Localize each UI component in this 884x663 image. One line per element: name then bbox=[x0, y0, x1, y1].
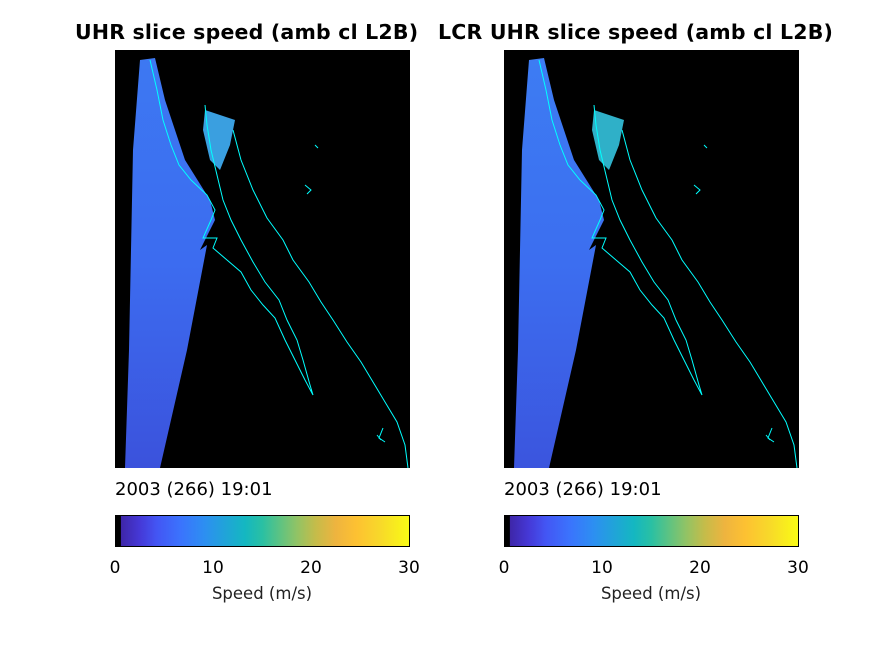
left-colorbar-tick-20: 20 bbox=[300, 558, 322, 578]
right-colorbar-tick-0: 0 bbox=[498, 558, 510, 578]
right-panel-title: LCR UHR slice speed (amb cl L2B) bbox=[438, 20, 834, 44]
right-colorbar-tick-20: 20 bbox=[689, 558, 711, 578]
left-colorbar bbox=[115, 515, 410, 547]
left-map-graphic bbox=[125, 58, 409, 468]
right-date-label: 2003 (266) 19:01 bbox=[504, 479, 662, 500]
right-colorbar-tick-10: 10 bbox=[591, 558, 613, 578]
left-colorbar-label: Speed (m/s) bbox=[211, 584, 313, 603]
right-wind-speed-map bbox=[504, 50, 799, 468]
left-colorbar-tick-30: 30 bbox=[398, 558, 420, 578]
left-panel: UHR slice speed (amb cl L2B) 2003 (266) bbox=[0, 0, 420, 663]
right-map-graphic bbox=[514, 58, 798, 468]
right-panel: LCR UHR slice speed (amb cl L2B) 2003 (2… bbox=[390, 0, 833, 663]
left-wind-speed-map bbox=[115, 50, 410, 468]
left-panel-title: UHR slice speed (amb cl L2B) bbox=[75, 20, 419, 44]
left-colorbar-tick-0: 0 bbox=[109, 558, 121, 578]
left-colorbar-tick-10: 10 bbox=[202, 558, 224, 578]
right-colorbar-tick-30: 30 bbox=[787, 558, 809, 578]
left-date-label: 2003 (266) 19:01 bbox=[115, 479, 273, 500]
right-colorbar bbox=[504, 515, 799, 547]
right-colorbar-label: Speed (m/s) bbox=[600, 584, 702, 603]
